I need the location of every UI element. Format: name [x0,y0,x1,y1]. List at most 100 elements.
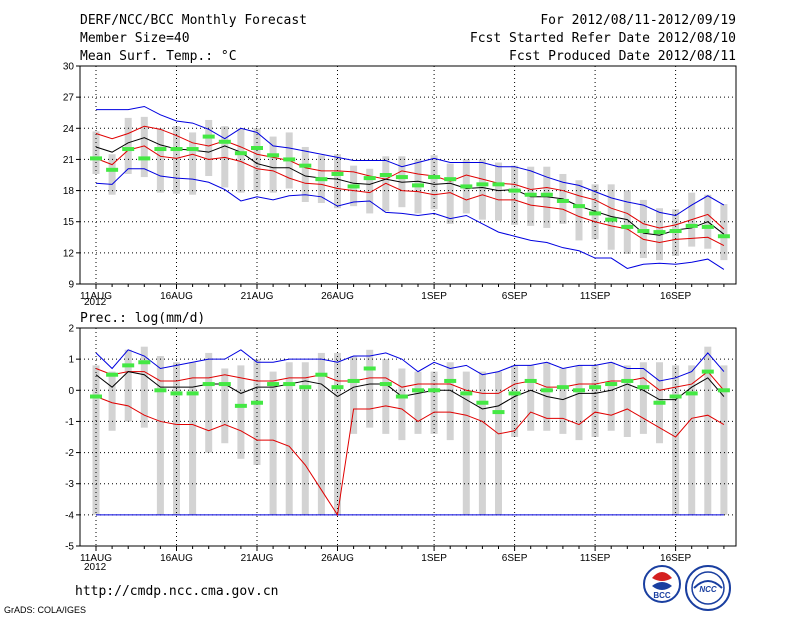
y-tick-label: -1 [65,417,74,428]
series-mean-line [95,371,725,410]
obs-marker [508,188,521,193]
ensemble-box [623,190,631,254]
x-tick-label: 26AUG [321,553,354,564]
ensemble-box [173,362,180,515]
y-tick-label: 30 [63,62,75,73]
ncc-logo-text: NCC [699,585,717,594]
year-label-top: 2012 [84,297,107,308]
obs-marker [653,230,666,235]
x-tick-label: 21AUG [241,291,274,302]
obs-marker [669,394,682,399]
ensemble-box [334,352,341,515]
y-tick-label: 0 [68,386,74,397]
x-tick-label: 21AUG [241,553,274,564]
series-upper-line [95,125,725,230]
ensemble-box [317,352,325,515]
ensemble-box [382,359,390,434]
obs-marker [460,391,473,396]
y-tick-label: 2 [68,324,74,335]
ensemble-box [253,128,261,192]
obs-marker [540,388,553,393]
ensemble-box [446,163,454,224]
ensemble-box [269,136,277,193]
ensemble-box [156,356,164,515]
ensemble-box [189,362,197,515]
source-url: http://cmdp.ncc.cma.gov.cn [75,584,279,599]
x-tick-label: 11AUG [80,553,112,564]
forecast-period: For 2012/08/11-2012/09/19 [540,13,736,28]
ensemble-box [639,362,647,434]
ensemble-box [124,349,132,422]
obs-marker [589,385,602,390]
series-lower_red-line [95,396,725,517]
ensemble-box [607,184,615,250]
obs-marker [637,229,650,234]
year-label-bottom: 2012 [84,562,107,573]
x-tick-label: 6SEP [502,291,528,302]
ensemble-box [543,166,551,228]
obs-marker [138,156,151,161]
ensemble-box [301,146,309,202]
ensemble-box [124,117,132,174]
obs-marker [605,217,618,222]
obs-marker [315,372,328,377]
ensemble-box [269,371,277,515]
y-tick-label: -2 [65,448,74,459]
obs-marker [186,147,199,152]
plot-frame [79,65,737,285]
ensemble-box [720,365,728,515]
obs-marker [267,382,280,387]
ensemble-box [237,128,245,193]
obs-marker [331,385,344,390]
obs-marker [283,157,296,162]
variable-label: Mean Surf. Temp.: °C [80,49,237,64]
obs-marker [685,391,698,396]
ensemble-box [398,156,406,208]
ensemble-box [720,204,728,261]
obs-marker [508,391,521,396]
bcc-logo: BCC [643,565,681,603]
obs-marker [637,385,650,390]
ensemble-box [446,362,454,441]
bcc-logo-text: BCC [653,591,671,600]
obs-marker [202,382,215,387]
obs-marker [701,224,714,229]
y-tick-label: 18 [63,186,75,197]
obs-marker [589,211,602,216]
obs-marker [202,134,215,139]
ensemble-box [108,371,116,431]
ensemble-box [140,116,148,178]
ensemble-box [430,371,438,434]
fcst-produced: Fcst Produced Date 2012/08/11 [509,49,736,64]
obs-marker [540,192,553,197]
x-tick-label: 16AUG [160,553,193,564]
ensemble-box [478,159,486,220]
plot-frame [79,327,737,547]
obs-marker [717,234,730,239]
obs-marker [379,173,392,177]
ensemble-box [92,131,100,174]
obs-marker [412,388,424,393]
obs-marker [186,391,199,396]
obs-marker [283,382,296,387]
ensemble-box [366,349,374,428]
obs-marker [669,229,682,234]
obs-marker [653,400,666,405]
x-tick-label: 1SEP [421,553,447,564]
x-tick-label: 1SEP [421,291,447,302]
y-tick-label: 1 [68,355,74,366]
x-tick-label: 16SEP [660,553,691,564]
obs-marker [412,183,424,188]
obs-marker [492,182,505,187]
ensemble-box [221,126,229,188]
obs-marker [347,184,360,189]
ensemble-box [301,362,309,515]
obs-marker [428,388,441,393]
obs-marker [524,192,537,197]
obs-marker [573,204,585,209]
ensemble-box [237,365,245,459]
member-size: Member Size=40 [80,31,190,46]
ensemble-box [656,208,663,261]
precip-label: Prec.: log(mm/d) [80,311,205,326]
ensemble-box [285,362,293,515]
